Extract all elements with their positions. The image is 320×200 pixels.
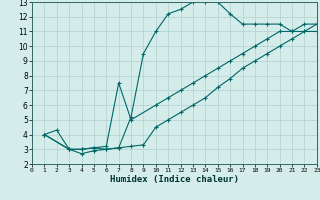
X-axis label: Humidex (Indice chaleur): Humidex (Indice chaleur): [110, 175, 239, 184]
